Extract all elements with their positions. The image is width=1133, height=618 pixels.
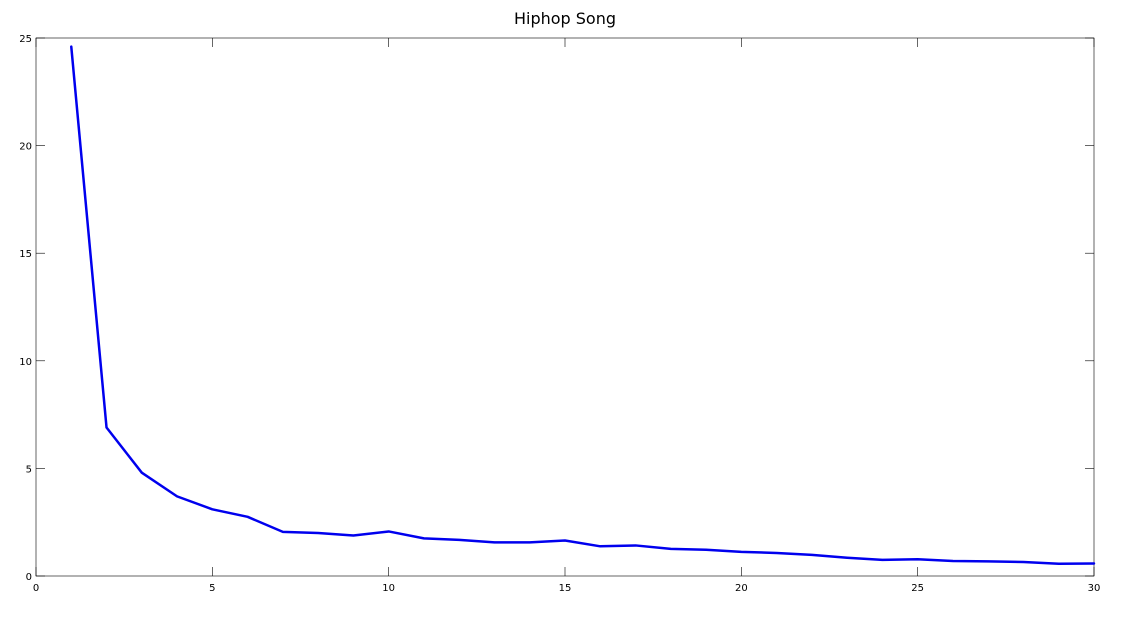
x-tick-label: 0: [33, 583, 39, 594]
axis-ticks: 0 5 10 15 20 25 30 0 5 10 15 20 25: [19, 34, 1100, 594]
y-tick-label: 10: [19, 357, 32, 368]
series-layer: [70, 45, 1096, 565]
x-tick-label: 15: [559, 583, 572, 594]
y-tick-label: 15: [19, 249, 32, 260]
y-tick-label: 5: [26, 464, 32, 475]
series-line: [70, 45, 1096, 565]
y-tick-label: 25: [19, 34, 32, 45]
chart-title: Hiphop Song: [514, 9, 616, 28]
x-tick-label: 20: [735, 583, 748, 594]
y-tick-label: 20: [19, 142, 32, 153]
x-tick-label: 25: [911, 583, 924, 594]
x-tick-label: 5: [209, 583, 215, 594]
x-tick-label: 30: [1088, 583, 1101, 594]
plot-area: [35, 37, 1095, 577]
x-tick-label: 10: [382, 583, 395, 594]
y-tick-label: 0: [26, 572, 32, 583]
